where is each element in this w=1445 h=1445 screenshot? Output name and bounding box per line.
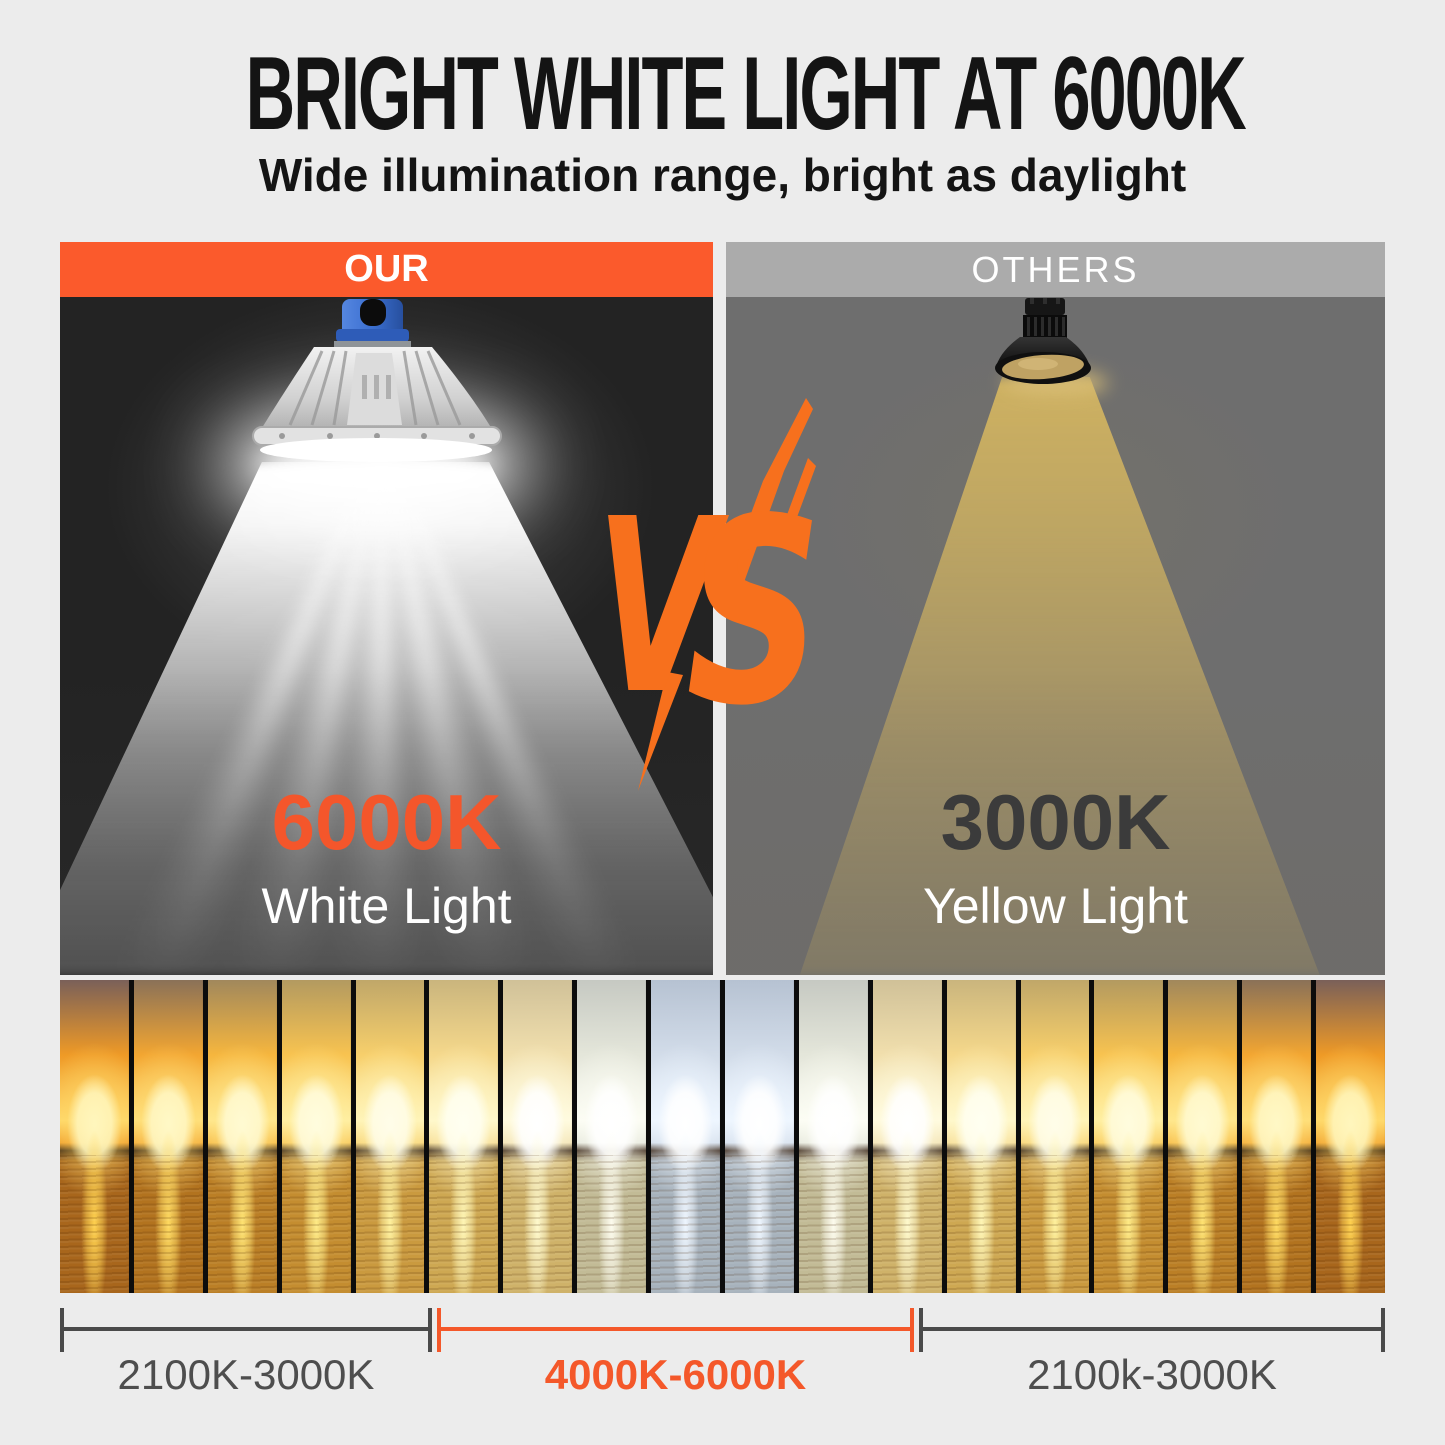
lamp-sensor-window <box>360 299 386 326</box>
others-panel-header: OTHERS <box>726 242 1385 297</box>
temperature-slice <box>1094 980 1164 1293</box>
scale-label-warm-right: 2100k-3000K <box>1027 1351 1277 1398</box>
temperature-slice <box>798 980 868 1293</box>
lamp-front-slots <box>362 375 391 399</box>
our-temperature-value: 6000K <box>271 778 502 866</box>
temperature-slice <box>725 980 794 1293</box>
vs-letter-s: S <box>686 465 822 763</box>
bulb-knob-notches <box>1030 298 1060 304</box>
others-light-description: Yellow Light <box>922 878 1188 934</box>
lamp-rim-bolts <box>279 433 475 439</box>
bulb-top-knob <box>1025 298 1065 315</box>
temperature-slice <box>946 980 1016 1293</box>
lightning-bolt-main <box>722 398 813 599</box>
lamp-cap-flange <box>336 329 409 342</box>
temperature-slice <box>1020 980 1090 1293</box>
vs-letter-v: V <box>596 467 729 747</box>
our-highbay-lamp-illustration <box>252 299 502 462</box>
bulb-heatsink-fins <box>1027 317 1065 336</box>
temperature-slice <box>872 980 942 1293</box>
scale-bracket-warm-left <box>60 1308 432 1352</box>
temperature-slice <box>60 980 129 1293</box>
page-subtitle: Wide illumination range, bright as dayli… <box>258 149 1187 201</box>
temperature-slice <box>1316 980 1386 1293</box>
others-label: OTHERS <box>971 248 1140 290</box>
lamp-light-face <box>260 438 492 462</box>
color-temperature-strip <box>60 980 1386 1293</box>
scale-label-warm-left: 2100K-3000K <box>117 1351 375 1398</box>
others-bulb-illustration <box>995 298 1091 384</box>
temperature-slice <box>429 980 499 1293</box>
scale-label-daylight: 4000K-6000K <box>544 1351 807 1398</box>
lamp-ribs <box>288 350 462 426</box>
our-panel-body: 6000K White Light <box>60 297 713 975</box>
lightning-bolt-sliver <box>784 458 816 528</box>
our-label: OUR <box>344 248 429 290</box>
temperature-slice <box>133 980 203 1293</box>
lightning-bolt-spike <box>638 672 683 791</box>
temperature-slice <box>651 980 721 1293</box>
lamp-neck-ring <box>334 341 411 349</box>
temperature-slice <box>503 980 573 1293</box>
vs-badge: V S <box>596 398 822 791</box>
our-panel: OUR <box>60 242 713 975</box>
temperature-slice <box>207 980 277 1293</box>
scale-bracket-daylight <box>437 1308 914 1352</box>
temperature-slice <box>281 980 351 1293</box>
beam-fade <box>726 669 1385 975</box>
temperature-slice <box>355 980 425 1293</box>
others-panel-body: 3000K Yellow Light <box>726 297 1385 975</box>
temperature-slice <box>1168 980 1238 1293</box>
beam-fade <box>60 669 713 975</box>
temperature-slice <box>1242 980 1312 1293</box>
our-panel-header: OUR <box>60 242 713 297</box>
scale-bracket-warm-right <box>919 1308 1385 1352</box>
others-temperature-value: 3000K <box>940 778 1171 866</box>
page-title: BRIGHT WHITE LIGHT AT 6000K <box>245 36 1247 152</box>
others-panel: OTHERS <box>726 242 1385 975</box>
bulb-aperture-highlight <box>1018 358 1058 370</box>
temperature-slice <box>577 980 647 1293</box>
our-light-description: White Light <box>261 878 512 934</box>
